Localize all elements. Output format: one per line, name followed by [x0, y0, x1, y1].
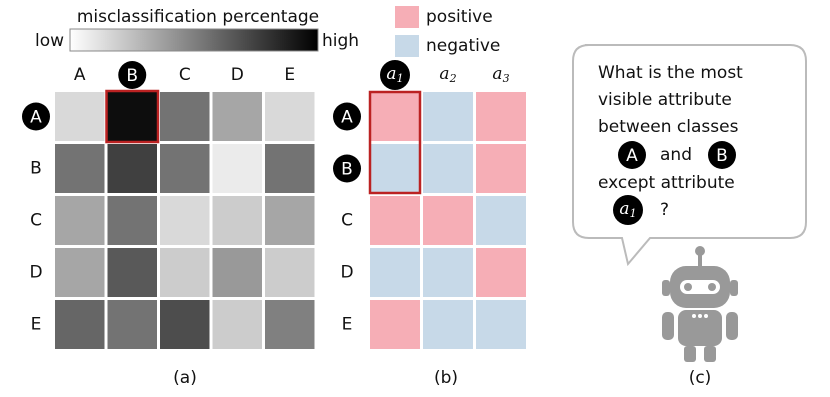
- row-label-badge: [22, 102, 50, 131]
- attribute-cell: [423, 248, 473, 297]
- heatmap-cell: [212, 92, 262, 141]
- highlight-box: [105, 89, 160, 144]
- attribute-cell: [370, 248, 420, 297]
- attribute-label: a2: [439, 64, 456, 86]
- attribute-label-symbol: a: [386, 64, 396, 84]
- question-class-badge: [708, 141, 736, 169]
- question-line: and: [660, 145, 692, 165]
- question-class-badge: [618, 141, 646, 169]
- row-label: C: [341, 211, 353, 231]
- column-label: A: [74, 65, 86, 85]
- heatmap-cell: [265, 300, 315, 349]
- attribute-cell: [370, 144, 420, 193]
- attribute-cell: [370, 92, 420, 141]
- attribute-label-index: 1: [397, 72, 404, 85]
- row-label: E: [31, 315, 42, 335]
- question-line: between classes: [598, 117, 739, 137]
- attribute-cell: [423, 144, 473, 193]
- heatmap-cell: [160, 248, 210, 297]
- attribute-label: a3: [492, 64, 509, 86]
- question-class: A: [626, 146, 638, 166]
- legend-title: misclassification percentage: [77, 7, 319, 27]
- heatmap-cell: [107, 248, 157, 297]
- question-line: visible attribute: [598, 90, 732, 110]
- legend-low: low: [35, 31, 64, 51]
- column-label: D: [231, 65, 244, 85]
- attribute-label-index: 3: [503, 72, 510, 85]
- question-attribute: a1: [619, 199, 636, 221]
- heatmap-cell: [212, 144, 262, 193]
- heatmap-cell: [212, 196, 262, 245]
- question-line: ?: [660, 200, 669, 220]
- colorbar: [69, 28, 319, 52]
- row-label: A: [341, 108, 353, 128]
- attribute-cell: [370, 196, 420, 245]
- heatmap-cell: [107, 144, 157, 193]
- row-label: E: [342, 315, 353, 335]
- legend-high: high: [322, 31, 359, 51]
- question-class: B: [716, 146, 728, 166]
- heatmap-cell: [160, 196, 210, 245]
- heatmap-cell: [107, 300, 157, 349]
- heatmap-cell: [212, 300, 262, 349]
- attribute-cell: [476, 92, 526, 141]
- attribute-cell: [370, 300, 420, 349]
- attribute-cell: [476, 144, 526, 193]
- heatmap-cell: [160, 144, 210, 193]
- column-label: C: [179, 65, 191, 85]
- heatmap-cell: [265, 196, 315, 245]
- question-line: except attribute: [598, 173, 735, 193]
- caption: (a): [173, 368, 197, 388]
- heatmap-cell: [265, 248, 315, 297]
- attribute-label-index: 2: [449, 72, 457, 85]
- attribute-badge: [380, 60, 410, 90]
- attribute-cell: [476, 300, 526, 349]
- heatmap-cell: [55, 248, 105, 297]
- question-attribute-symbol: a: [619, 199, 629, 219]
- heatmap-cell: [265, 92, 315, 141]
- row-label-badge: [333, 102, 361, 131]
- highlight-box: [368, 90, 422, 195]
- attribute-label-symbol: a: [439, 64, 449, 84]
- row-label: B: [30, 159, 42, 179]
- heatmap-cell: [265, 144, 315, 193]
- robot-icon: [662, 246, 738, 362]
- row-label: B: [341, 160, 353, 180]
- heatmap-cell: [107, 92, 157, 141]
- attribute-cell: [423, 92, 473, 141]
- attribute-cell: [476, 196, 526, 245]
- column-label-badge: [118, 61, 147, 89]
- heatmap-cell: [55, 196, 105, 245]
- attribute-badge: [613, 195, 643, 225]
- caption: (c): [689, 368, 712, 388]
- legend-swatch: [395, 6, 419, 28]
- legend-swatch: [395, 35, 419, 57]
- legend-label: positive: [426, 7, 493, 27]
- attribute-label: a1: [386, 64, 403, 86]
- row-label: D: [29, 263, 42, 283]
- row-label: D: [340, 263, 353, 283]
- heatmap-cell: [55, 92, 105, 141]
- column-label: B: [126, 66, 138, 86]
- attribute-cell: [476, 248, 526, 297]
- row-label: C: [30, 211, 42, 231]
- attribute-cell: [423, 196, 473, 245]
- robot-face: [680, 280, 720, 318]
- caption: (b): [434, 368, 458, 388]
- heatmap-cell: [55, 300, 105, 349]
- heatmap-cell: [212, 248, 262, 297]
- heatmap-cell: [160, 92, 210, 141]
- attribute-cell: [423, 300, 473, 349]
- question-line: What is the most: [598, 63, 743, 83]
- question-attribute-index: 1: [630, 207, 637, 220]
- heatmap-cell: [107, 196, 157, 245]
- row-label: A: [30, 108, 42, 128]
- heatmap-cell: [55, 144, 105, 193]
- row-label-badge: [333, 154, 361, 183]
- heatmap-cell: [160, 300, 210, 349]
- legend-label: negative: [426, 36, 500, 56]
- attribute-label-symbol: a: [492, 64, 502, 84]
- column-label: E: [284, 65, 295, 85]
